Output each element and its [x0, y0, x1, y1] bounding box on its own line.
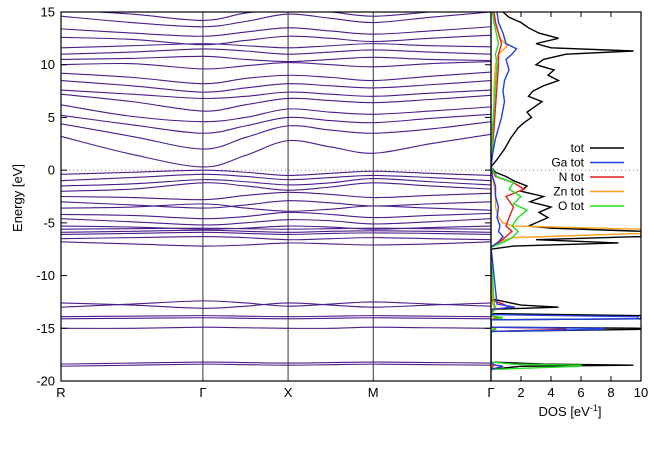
- band-line: [61, 71, 491, 85]
- legend-label: O tot: [558, 199, 585, 213]
- dos-series-line: [491, 12, 582, 371]
- band-line: [61, 302, 491, 309]
- dos-xlabel: DOS [eV-1]: [539, 403, 602, 419]
- band-line: [61, 93, 491, 112]
- band-line: [61, 218, 491, 226]
- band-line: [61, 55, 491, 63]
- band-line: [61, 361, 491, 365]
- y-tick-label: 15: [41, 5, 55, 20]
- band-line: [61, 191, 491, 201]
- band-line: [61, 173, 491, 182]
- kpoint-label: Γ: [487, 385, 494, 400]
- band-line: [61, 211, 491, 220]
- kpoint-label: Γ: [199, 385, 206, 400]
- band-line: [61, 182, 491, 192]
- dos-xlabel-sup: -1: [590, 403, 598, 413]
- band-line: [61, 133, 491, 168]
- band-line: [61, 241, 491, 247]
- dos-x-tick-label: 2: [517, 385, 524, 400]
- legend-label: Zn tot: [553, 185, 584, 199]
- band-line: [61, 326, 491, 329]
- band-line: [61, 200, 491, 209]
- band-line: [89, 12, 438, 21]
- band-line: [61, 227, 491, 230]
- kpoint-label: X: [284, 385, 293, 400]
- legend-label: tot: [571, 141, 585, 155]
- kpoint-label: M: [368, 385, 379, 400]
- band-line: [61, 317, 491, 320]
- dos-x-tick-label: 10: [634, 385, 648, 400]
- dos-series-line: [491, 12, 641, 371]
- legend-label: N tot: [559, 170, 585, 184]
- band-line: [61, 48, 491, 55]
- legend-label: Ga tot: [551, 156, 584, 170]
- band-line: [61, 113, 491, 134]
- band-line: [61, 12, 491, 28]
- kpoint-label: R: [56, 385, 65, 400]
- band-line: [61, 43, 491, 49]
- band-line: [61, 229, 491, 233]
- dos-xlabel-end: ]: [598, 404, 602, 419]
- band-line: [61, 79, 491, 93]
- dos-x-tick-label: 8: [607, 385, 614, 400]
- band-line: [61, 231, 491, 236]
- band-line: [61, 225, 491, 230]
- dos-series-line: [491, 12, 641, 370]
- y-tick-label: -15: [36, 321, 55, 336]
- band-line: [61, 363, 491, 367]
- dos-xlabel-main: DOS [eV: [539, 404, 591, 419]
- y-tick-label: 5: [48, 110, 55, 125]
- band-line: [61, 89, 491, 100]
- band-line: [61, 236, 491, 241]
- band-line: [61, 203, 491, 212]
- band-line: [61, 178, 491, 187]
- y-tick-label: 0: [48, 163, 55, 178]
- dos-x-tick-label: 4: [547, 385, 554, 400]
- y-tick-label: 10: [41, 57, 55, 72]
- y-tick-label: -5: [43, 215, 55, 230]
- y-tick-label: -10: [36, 268, 55, 283]
- bands-group: [61, 12, 491, 367]
- y-tick-label: -20: [36, 374, 55, 389]
- band-line: [61, 104, 491, 123]
- dos-series-group: [491, 12, 641, 371]
- band-line: [61, 300, 491, 308]
- band-line: [61, 121, 491, 150]
- dos-frame: [490, 11, 642, 382]
- dos-x-tick-label: 6: [577, 385, 584, 400]
- band-line: [61, 169, 491, 176]
- band-structure-panel: R Γ X M Γ -20 -15 -10 -5 0 5 10 15: [36, 5, 641, 400]
- dos-series-line: [491, 12, 639, 371]
- band-line: [61, 26, 491, 37]
- band-line: [61, 315, 491, 318]
- band-line: [61, 61, 491, 70]
- band-line: [61, 34, 491, 46]
- band-frame: [60, 11, 492, 382]
- band-ylabel: Energy [eV]: [10, 164, 25, 232]
